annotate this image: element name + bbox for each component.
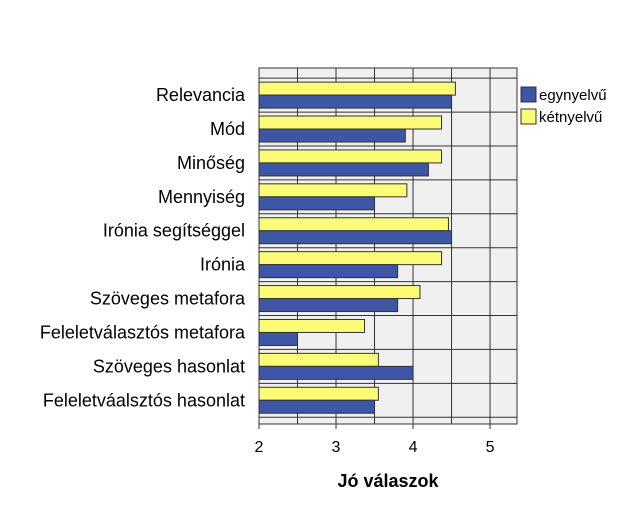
bar-ketnyelvu — [258, 183, 408, 198]
legend-swatch — [520, 86, 537, 103]
bar-ketnyelvu — [258, 149, 443, 164]
bar-egynyelvu — [258, 94, 453, 109]
plot-frame — [258, 67, 518, 425]
bar-egynyelvu — [258, 365, 414, 380]
bar-ketnyelvu — [258, 386, 379, 401]
category-label: Mennyiség — [158, 187, 245, 207]
category-label: Szöveges hasonlat — [93, 356, 245, 376]
bar-ketnyelvu — [258, 318, 366, 333]
category-label: Relevancia — [156, 85, 246, 105]
bar-ketnyelvu — [258, 285, 421, 300]
category-label: Minőség — [177, 153, 245, 173]
bar-egynyelvu — [258, 399, 376, 414]
category-labels: Relevancia Mód Minőség Mennyiség Irónia segí… — [40, 85, 246, 410]
bar-egynyelvu — [258, 162, 429, 177]
bar-egynyelvu — [258, 196, 376, 211]
x-tick-label: 3 — [332, 439, 341, 456]
bar-ketnyelvu — [258, 352, 379, 367]
bar-ketnyelvu — [258, 115, 443, 130]
bar-ketnyelvu — [258, 217, 449, 232]
legend-label: egynyelvű — [539, 87, 607, 104]
bar-egynyelvu — [258, 128, 406, 143]
category-label: Feleletváalsztós hasonlat — [43, 390, 245, 410]
bar-egynyelvu — [258, 264, 399, 279]
bars — [258, 81, 456, 414]
category-label: Mód — [210, 119, 245, 139]
x-axis-title: Jó válaszok — [337, 471, 439, 491]
category-label: Feleletválasztós metafora — [40, 322, 246, 342]
bar-egynyelvu — [258, 230, 453, 245]
legend-swatch — [520, 108, 537, 125]
category-label: Szöveges metafora — [90, 289, 246, 309]
category-label: Irónia segítséggel — [103, 221, 245, 241]
bar-ketnyelvu — [258, 81, 456, 96]
category-label: Irónia — [200, 255, 246, 275]
bar-ketnyelvu — [258, 251, 443, 266]
x-tick-label: 4 — [409, 439, 418, 456]
bar-egynyelvu — [258, 298, 399, 313]
x-tick-labels: 2 3 4 5 — [255, 424, 495, 456]
legend: egynyelvű kétnyelvű — [520, 86, 607, 126]
x-tick-label: 5 — [486, 439, 495, 456]
x-tick-label: 2 — [255, 439, 264, 456]
bar-egynyelvu — [258, 331, 299, 346]
legend-label: kétnyelvű — [539, 109, 602, 126]
